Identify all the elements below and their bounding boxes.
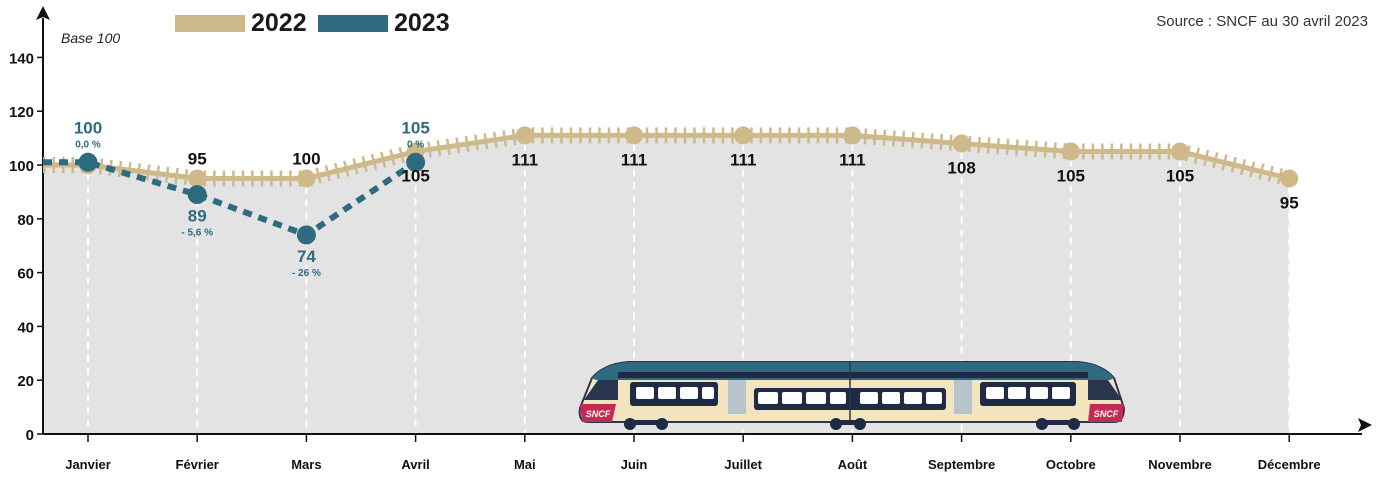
series-2023-point: [78, 152, 98, 172]
series-2022-point: [734, 126, 753, 145]
axes: 0 20 40 60 80 100 120 140 Janvier Février Mars Avri…: [9, 6, 1372, 472]
y-tick-label: 60: [17, 266, 34, 283]
x-tick-label: Juillet: [724, 457, 762, 472]
series-2022-point: [1171, 142, 1189, 161]
series-2023-point: [296, 225, 316, 245]
y-axis-arrow: [36, 6, 50, 20]
x-tick-label: Juin: [621, 457, 648, 472]
change-2023: - 26 %: [292, 268, 321, 279]
y-tick-label: 40: [17, 319, 34, 336]
x-tick-label: Décembre: [1258, 457, 1321, 472]
series-2022-point: [515, 126, 534, 145]
y-unit-label: Base 100: [61, 30, 121, 46]
svg-text:SNCF: SNCF: [1094, 409, 1119, 419]
label-2022: 100: [292, 149, 320, 168]
series-2022-point: [952, 134, 971, 153]
label-2023: 89: [188, 207, 207, 226]
x-axis-arrow: [1358, 418, 1372, 432]
y-tick-label: 80: [17, 212, 34, 229]
change-2023: 0 %: [407, 139, 424, 150]
area-fill-layer: [43, 135, 1290, 434]
x-tick-label: Octobre: [1046, 457, 1096, 472]
series-2022-point: [297, 169, 316, 188]
label-2022: 111: [512, 150, 539, 169]
x-tick-label: Mars: [291, 457, 321, 472]
label-2022: 111: [839, 150, 866, 169]
label-2022: 111: [621, 150, 648, 169]
change-2023: 0,0 %: [75, 139, 101, 150]
y-tick-label: 20: [17, 373, 34, 390]
label-2023: 105: [401, 118, 429, 137]
data-labels: 95 100 105 111 111 111 111 108 105 105 95 100 0,0 % 8…: [74, 118, 1299, 279]
label-2022: 111: [730, 150, 757, 169]
train-icon: SNCF SNCF: [578, 361, 1126, 430]
label-2022: 95: [1280, 193, 1299, 212]
area-2022: [43, 135, 1290, 434]
legend-label-2023: 2023: [394, 8, 450, 37]
legend-swatch-2023: [318, 14, 388, 32]
series-2022-point: [188, 169, 207, 188]
label-2023: 100: [74, 118, 102, 137]
x-tick-label: Novembre: [1148, 457, 1212, 472]
series-layer: [43, 126, 1299, 245]
series-2022-point: [1280, 169, 1299, 188]
svg-text:SNCF: SNCF: [586, 409, 611, 419]
y-tick-label: 120: [9, 104, 34, 121]
label-2022: 105: [1057, 167, 1085, 186]
y-tick-label: 100: [9, 158, 34, 175]
source-note: Source : SNCF au 30 avril 2023: [1156, 13, 1368, 30]
x-tick-label: Avril: [401, 457, 429, 472]
legend-label-2022: 2022: [251, 8, 307, 37]
label-2022: 105: [1166, 167, 1194, 186]
series-2022-point: [843, 126, 862, 145]
series-2023-point: [187, 185, 207, 205]
y-tick-label: 140: [9, 50, 34, 67]
legend-2023: 2023: [318, 8, 450, 38]
x-tick-label: Février: [176, 457, 219, 472]
series-2022-point: [1061, 142, 1080, 161]
y-tick-label: 0: [26, 427, 34, 444]
label-2022: 105: [401, 167, 429, 186]
x-tick-label: Janvier: [65, 457, 111, 472]
sncf-logo-right: SNCF: [1088, 404, 1124, 422]
sncf-logo-left: SNCF: [580, 404, 616, 422]
x-tick-label: Août: [838, 457, 868, 472]
label-2022: 95: [188, 149, 207, 168]
series-2023-point: [406, 152, 426, 172]
change-2023: - 5,6 %: [181, 228, 213, 239]
label-2023: 74: [297, 247, 316, 266]
legend-2022: 2022: [175, 8, 307, 38]
x-tick-label: Septembre: [928, 457, 995, 472]
legend-swatch-2022: [175, 14, 245, 32]
series-2022-point: [625, 126, 643, 145]
train-illustration: SNCF SNCF: [578, 361, 1126, 430]
x-tick-label: Mai: [514, 457, 536, 472]
label-2022: 108: [947, 158, 975, 177]
